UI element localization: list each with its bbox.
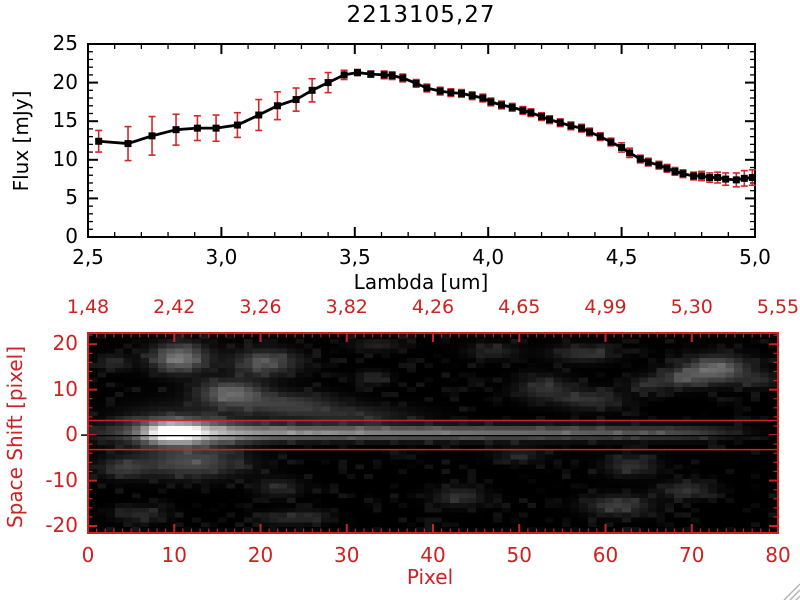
bottom-chart-x-tick-label: 70 bbox=[679, 543, 705, 567]
bottom-chart-wavelength-tick-label: 4,26 bbox=[411, 296, 455, 318]
bottom-chart-x-tick-label: 30 bbox=[334, 543, 360, 567]
lambda-axis-label: Lambda [um] bbox=[353, 270, 489, 294]
bottom-chart-x-tick-label: 20 bbox=[247, 543, 274, 567]
top-chart-x-tick-label: 2,5 bbox=[72, 245, 104, 269]
top-chart-y-tick-label: 5 bbox=[65, 185, 78, 210]
top-chart-y-tick-label: 15 bbox=[52, 108, 78, 133]
bottom-chart-wavelength-tick-label: 2,42 bbox=[153, 296, 196, 318]
pixel-axis-label: Pixel bbox=[406, 565, 454, 589]
bottom-chart-wavelength-tick-label: 4,65 bbox=[498, 296, 541, 318]
spectral-2d-image bbox=[89, 334, 777, 532]
top-chart-y-tick-label: 20 bbox=[52, 69, 78, 94]
bottom-chart-wavelength-tick-label: 4,99 bbox=[584, 296, 627, 318]
bottom-chart-wavelength-tick-label: 5,55 bbox=[756, 296, 800, 318]
bottom-chart-x-tick-label: 80 bbox=[765, 543, 791, 567]
space-shift-axis-label: Space Shift [pixel] bbox=[3, 345, 27, 529]
bottom-chart-x-tick-label: 50 bbox=[506, 543, 532, 567]
bottom-chart-x-tick-label: 40 bbox=[420, 543, 446, 567]
bottom-chart-wavelength-tick-label: 5,30 bbox=[670, 296, 713, 318]
top-chart-y-tick-label: 0 bbox=[65, 224, 78, 248]
bottom-chart-y-tick-label: -10 bbox=[45, 467, 78, 492]
top-chart-x-tick-label: 4,0 bbox=[472, 245, 505, 269]
top-chart-y-tick-label: 25 bbox=[52, 31, 78, 55]
top-chart-y-tick-label: 10 bbox=[52, 146, 78, 171]
top-chart-x-tick-label: 5,0 bbox=[739, 245, 771, 269]
flux-axis-label: Flux [mJy] bbox=[9, 90, 33, 192]
bottom-chart-wavelength-tick-label: 3,26 bbox=[239, 296, 282, 318]
top-chart-x-tick-label: 4,5 bbox=[605, 245, 638, 269]
top-chart-x-tick-label: 3,5 bbox=[338, 245, 371, 269]
bottom-chart-x-tick-label: 60 bbox=[592, 543, 619, 567]
bottom-chart-wavelength-tick-label: 3,82 bbox=[325, 296, 368, 318]
bottom-chart-y-tick-label: 10 bbox=[52, 376, 78, 401]
bottom-chart-y-tick-label: -20 bbox=[45, 513, 78, 537]
bottom-chart-y-tick-label: 0 bbox=[65, 422, 78, 447]
bottom-chart-y-tick-label: 20 bbox=[52, 331, 78, 356]
plot-title: 2213105,27 bbox=[346, 2, 496, 28]
window-resize-grip[interactable] bbox=[778, 578, 800, 600]
top-chart-x-tick-label: 3,0 bbox=[205, 245, 238, 269]
bottom-chart-x-tick-label: 10 bbox=[161, 543, 187, 567]
bottom-chart-wavelength-tick-label: 1,48 bbox=[66, 296, 110, 318]
bottom-chart-x-tick-label: 0 bbox=[81, 543, 95, 567]
